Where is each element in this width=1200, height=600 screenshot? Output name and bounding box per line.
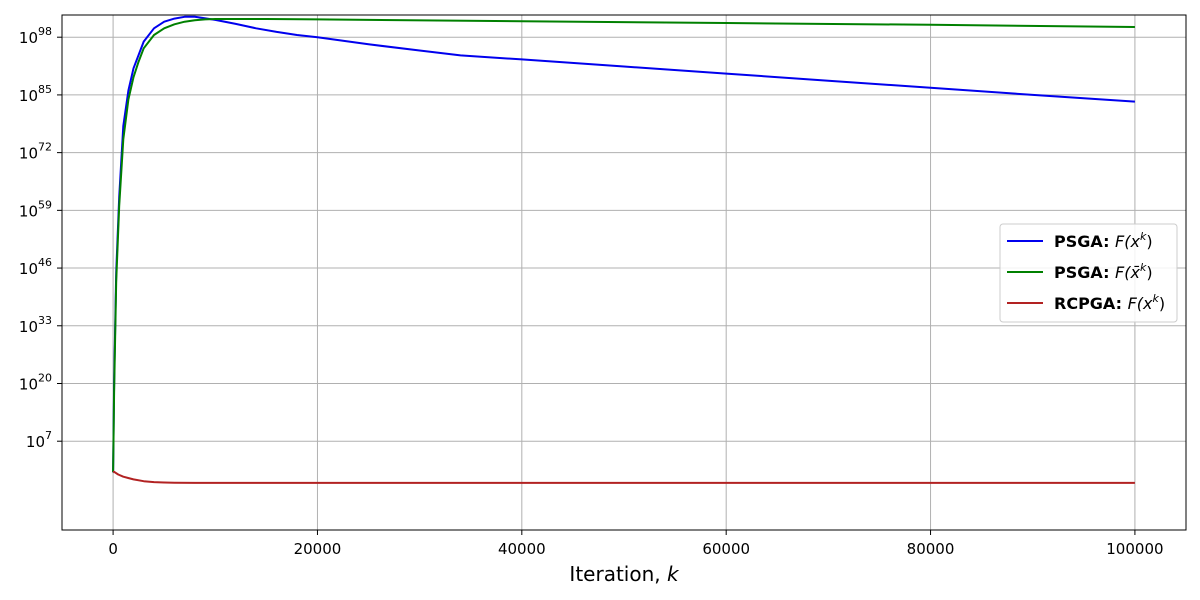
legend-entry-3: RCPGA: F(xk) bbox=[1054, 292, 1165, 313]
x-axis-title: Iteration, k bbox=[569, 562, 680, 586]
x-axis: 0 20000 40000 60000 80000 100000 bbox=[108, 530, 1164, 558]
x-tick-label: 100000 bbox=[1106, 540, 1163, 558]
y-tick-label: 1020 bbox=[19, 371, 52, 393]
y-tick-label: 1059 bbox=[19, 198, 52, 220]
legend-entry-1: PSGA: F(xk) bbox=[1054, 230, 1153, 251]
y-axis: 107 1020 1033 1046 1059 1072 1085 1098 bbox=[19, 25, 62, 451]
series-line-2 bbox=[112, 18, 1135, 473]
y-tick-label: 1033 bbox=[19, 314, 52, 336]
grid bbox=[62, 15, 1186, 530]
legend-box bbox=[999, 223, 1178, 323]
x-tick-label: 40000 bbox=[498, 540, 546, 558]
x-axis-title-variable: k bbox=[667, 562, 680, 586]
y-tick-label: 1072 bbox=[19, 141, 52, 163]
x-tick-label: 60000 bbox=[702, 540, 750, 558]
y-tick-label: 1046 bbox=[19, 256, 52, 278]
series-lines bbox=[112, 15, 1135, 484]
y-tick-label: 1085 bbox=[19, 83, 52, 105]
legend-entry-2: PSGA: F(x̄k) bbox=[1054, 261, 1153, 282]
plot-frame bbox=[61, 14, 1187, 531]
x-tick-label: 20000 bbox=[294, 540, 342, 558]
series-line-3 bbox=[112, 470, 1135, 484]
series-line-1 bbox=[112, 15, 1135, 473]
legend: PSGA: F(xk) PSGA: F(x̄k) RCPGA: F(xk) bbox=[999, 223, 1178, 323]
x-axis-title-text: Iteration, bbox=[569, 562, 667, 586]
x-tick-label: 80000 bbox=[907, 540, 955, 558]
y-tick-label: 107 bbox=[26, 429, 52, 451]
y-tick-label: 1098 bbox=[19, 25, 52, 47]
x-tick-label: 0 bbox=[108, 540, 118, 558]
